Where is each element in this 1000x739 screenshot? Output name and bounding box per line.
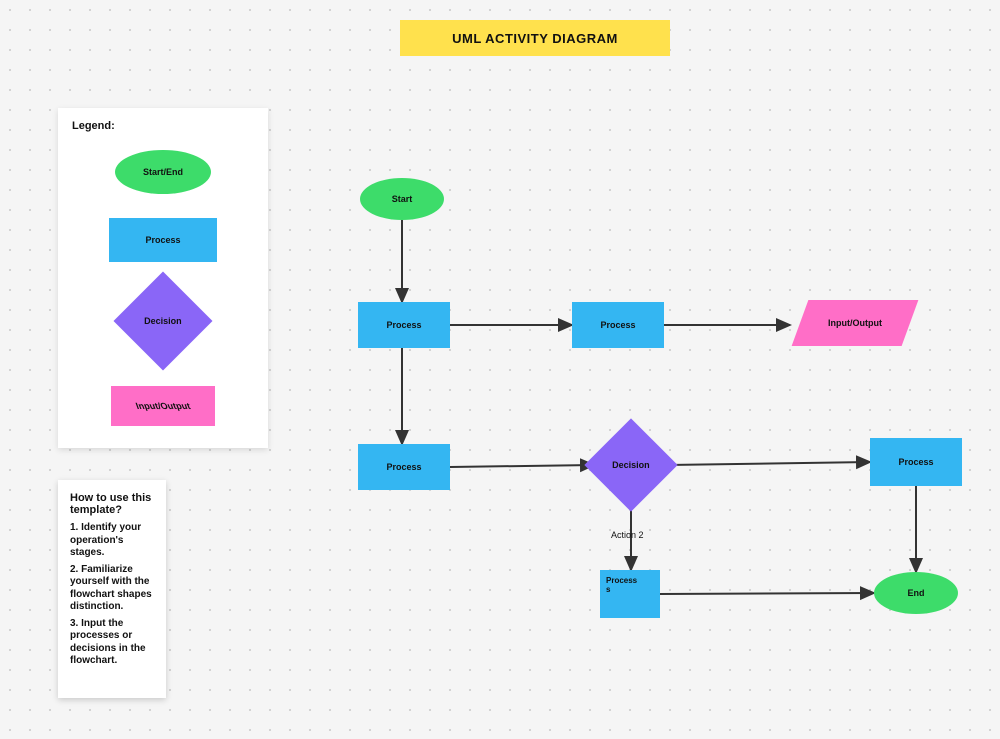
legend-shape-diamond: Decision: [114, 272, 213, 371]
legend-item: Input/Output: [58, 386, 268, 446]
help-step: 2. Familiarize yourself with the flowcha…: [70, 564, 154, 614]
legend-shape-label: Decision: [144, 316, 182, 326]
title-text: UML ACTIVITY DIAGRAM: [452, 31, 618, 46]
node-label: Process: [386, 462, 421, 472]
node-p5[interactable]: Processs: [600, 570, 660, 618]
node-label: Process: [898, 457, 933, 467]
edge-p3-dec: [450, 465, 594, 467]
help-step: 1. Identify your operation's stages.: [70, 522, 154, 560]
legend-title: Legend:: [72, 120, 115, 132]
node-dec[interactable]: Decision: [584, 418, 677, 511]
legend-shape-ellipse: Start/End: [115, 150, 211, 194]
edge-p5-end: [660, 593, 874, 594]
node-label: Decision: [612, 460, 650, 470]
legend-shape-label: Start/End: [143, 167, 183, 177]
node-p2[interactable]: Process: [572, 302, 664, 348]
help-panel: How to use this template? 1. Identify yo…: [58, 480, 166, 698]
legend-item: Process: [58, 218, 268, 278]
legend-shape-label: Input/Output: [134, 401, 192, 411]
legend-shape-para: Input/Output: [111, 386, 215, 426]
node-p1[interactable]: Process: [358, 302, 450, 348]
node-label: Processs: [606, 576, 637, 594]
legend-item: Start/End: [58, 150, 268, 210]
legend-shape-rect: Process: [109, 218, 217, 262]
legend-shape-label: Process: [145, 235, 180, 245]
help-title: How to use this template?: [70, 492, 154, 516]
node-label: Process: [600, 320, 635, 330]
node-label: Start: [392, 194, 413, 204]
edge-dec-p4r: [668, 462, 870, 465]
node-start[interactable]: Start: [360, 178, 444, 220]
node-p3[interactable]: Process: [358, 444, 450, 490]
node-end[interactable]: End: [874, 572, 958, 614]
node-label: Input/Output: [828, 318, 882, 328]
title-banner: UML ACTIVITY DIAGRAM: [400, 20, 670, 56]
node-label: End: [908, 588, 925, 598]
node-p4r[interactable]: Process: [870, 438, 962, 486]
legend-panel: Legend: Start/End Process Decision Input/Ou…: [58, 108, 268, 448]
node-label: Process: [386, 320, 421, 330]
legend-item: Decision: [58, 286, 268, 346]
help-step: 3. Input the processes or decisions in t…: [70, 618, 154, 668]
edge-label: Action 2: [611, 530, 644, 540]
node-io1[interactable]: Input/Output: [792, 300, 919, 346]
